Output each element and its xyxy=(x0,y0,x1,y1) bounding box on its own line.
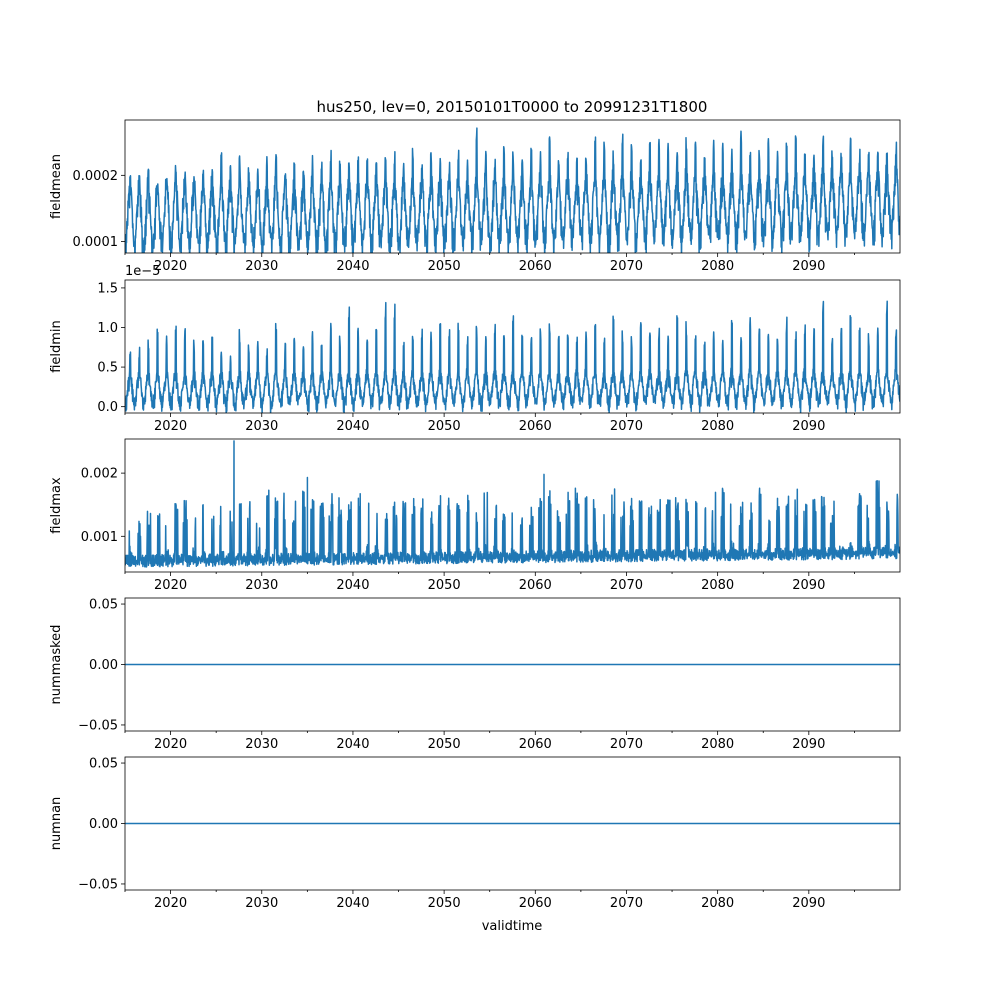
x-tick-label: 2050 xyxy=(428,896,461,911)
axes-frame xyxy=(124,119,901,254)
x-tick-label: 2090 xyxy=(792,896,825,911)
y-tick-label: 0.05 xyxy=(89,757,118,772)
x-axis-label: validtime xyxy=(482,919,543,934)
x-tick-label: 2020 xyxy=(154,578,187,593)
x-tick-label: 2060 xyxy=(519,259,552,274)
x-tick-label: 2030 xyxy=(245,259,278,274)
y-tick-label: 0.001 xyxy=(81,530,118,545)
x-tick-label: 2060 xyxy=(519,737,552,752)
x-tick-label: 2050 xyxy=(428,419,461,434)
subplot-fieldmin: 2020 2030 2040 2050 2060 2070 2080 2090 0.0 0.5 1.… xyxy=(49,264,901,434)
x-tick-label: 2030 xyxy=(245,578,278,593)
y-tick-label: 0.00 xyxy=(89,817,118,832)
x-tick-label: 2030 xyxy=(245,419,278,434)
y-offset-text: 1e−5 xyxy=(125,264,160,279)
subplot-fieldmean: 2020 2030 2040 2050 2060 2070 2080 2090 0.0001 0.… xyxy=(49,119,901,274)
x-tick-label: 2090 xyxy=(792,578,825,593)
x-tick-label: 2030 xyxy=(245,896,278,911)
y-axis-label: fieldmin xyxy=(49,320,64,373)
series-line-fieldmax xyxy=(125,440,900,568)
y-tick-label: 0.0001 xyxy=(73,235,119,250)
x-tick-label: 2030 xyxy=(245,737,278,752)
axes-frame xyxy=(124,279,901,414)
x-tick-label: 2070 xyxy=(610,896,643,911)
x-tick-label: 2020 xyxy=(154,419,187,434)
x-tick-label: 2070 xyxy=(610,419,643,434)
y-tick-label: 0.5 xyxy=(97,361,118,376)
y-tick-label: 0.00 xyxy=(89,658,118,673)
x-tick-label: 2070 xyxy=(610,737,643,752)
subplot-numnan: 2020 2030 2040 2050 2060 2070 2080 2090 −0.05 0.0… xyxy=(49,757,901,911)
x-tick-label: 2080 xyxy=(701,419,734,434)
y-tick-label: 1.0 xyxy=(97,321,118,336)
x-tick-label: 2040 xyxy=(336,737,369,752)
x-tick-label: 2040 xyxy=(336,259,369,274)
x-tick-label: 2080 xyxy=(701,896,734,911)
axes-frame xyxy=(124,438,901,573)
x-tick-label: 2020 xyxy=(154,896,187,911)
chart-title: hus250, lev=0, 20150101T0000 to 20991231… xyxy=(317,98,708,116)
x-tick-label: 2040 xyxy=(336,896,369,911)
y-tick-label: 0.0 xyxy=(97,400,118,415)
x-tick-label: 2050 xyxy=(428,259,461,274)
y-tick-label: −0.05 xyxy=(78,718,118,733)
x-tick-label: 2040 xyxy=(336,578,369,593)
y-tick-label: 0.05 xyxy=(89,598,118,613)
x-tick-label: 2090 xyxy=(792,259,825,274)
x-tick-label: 2020 xyxy=(154,259,187,274)
subplot-stack: 2020 2030 2040 2050 2060 2070 2080 2090 0.0001 0.… xyxy=(49,119,901,911)
x-tick-label: 2060 xyxy=(519,578,552,593)
x-tick-label: 2050 xyxy=(428,737,461,752)
series-line-fieldmean xyxy=(125,127,900,253)
y-tick-label: 1.5 xyxy=(97,281,118,296)
subplot-nummasked: 2020 2030 2040 2050 2060 2070 2080 2090 −0.05 0.0… xyxy=(49,598,901,752)
series-line-fieldmin xyxy=(125,300,900,413)
x-tick-label: 2070 xyxy=(610,578,643,593)
x-tick-label: 2050 xyxy=(428,578,461,593)
x-tick-label: 2080 xyxy=(701,259,734,274)
subplot-fieldmax: 2020 2030 2040 2050 2060 2070 2080 2090 0.001 0.0… xyxy=(49,438,901,593)
x-tick-label: 2060 xyxy=(519,896,552,911)
y-axis-label: fieldmax xyxy=(49,477,64,534)
y-tick-label: 0.002 xyxy=(81,467,118,482)
x-tick-label: 2020 xyxy=(154,737,187,752)
y-axis-label: numnan xyxy=(49,797,64,851)
y-tick-label: 0.0002 xyxy=(73,169,119,184)
x-tick-label: 2080 xyxy=(701,578,734,593)
y-tick-label: −0.05 xyxy=(78,877,118,892)
x-tick-label: 2080 xyxy=(701,737,734,752)
x-tick-label: 2060 xyxy=(519,419,552,434)
y-axis-label: nummasked xyxy=(49,625,64,705)
y-axis-label: fieldmean xyxy=(49,154,64,219)
x-tick-label: 2090 xyxy=(792,737,825,752)
x-tick-label: 2090 xyxy=(792,419,825,434)
x-tick-label: 2040 xyxy=(336,419,369,434)
x-tick-label: 2070 xyxy=(610,259,643,274)
